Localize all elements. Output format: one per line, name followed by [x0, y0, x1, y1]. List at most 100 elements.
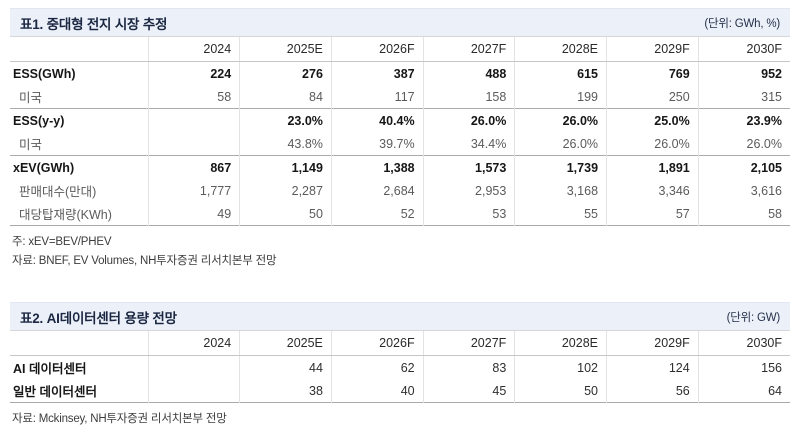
- row-label: AI 데이터센터: [13, 362, 87, 376]
- value-cell: 58: [697, 202, 790, 226]
- table-row: 판매대수(만대) 1,777 2,287 2,684 2,953 3,168 3,346 3,…: [10, 179, 790, 202]
- value-cell: 102: [514, 355, 607, 379]
- value-cell: 315: [697, 85, 790, 109]
- year-column-header: 2025E: [239, 36, 332, 62]
- value-cell: 2,953: [422, 179, 515, 202]
- row-label: xEV(GWh): [10, 155, 148, 179]
- value-cell: 62: [330, 355, 424, 379]
- value-cell: 158: [422, 85, 515, 109]
- row-label: 일반 데이터센터: [13, 385, 97, 399]
- value-cell: 2,287: [239, 179, 332, 202]
- table-row: xEV(GWh) 867 1,149 1,388 1,573 1,739 1,891 2,10…: [10, 155, 790, 179]
- value-cell: 64: [697, 379, 790, 403]
- value-cell: 867: [147, 155, 240, 179]
- table1-block: 표1. 중대형 전지 시장 추정 (단위: GWh, %) 2024 2025E 2…: [10, 8, 790, 271]
- table1-title-bar: 표1. 중대형 전지 시장 추정 (단위: GWh, %): [10, 8, 790, 36]
- value-cell: 1,739: [514, 155, 607, 179]
- value-cell: 615: [514, 61, 607, 85]
- table1-note: 주: xEV=BEV/PHEV: [12, 236, 112, 248]
- value-cell: 1,777: [147, 179, 240, 202]
- table1: 2024 2025E 2026F 2027F 2028E 2029F 2030F ESS(GW…: [10, 36, 790, 226]
- year-column-header: 2029F: [606, 330, 699, 356]
- value-cell: [147, 355, 240, 379]
- value-cell: 1,149: [239, 155, 332, 179]
- table-row: AI 데이터센터 44 62 83 102 124 156: [10, 355, 790, 379]
- year-column-header: 2024: [147, 330, 240, 356]
- table2-source: 자료: Mckinsey, NH투자증권 리서치본부 전망: [12, 413, 227, 425]
- year-column-header: 2028E: [514, 330, 607, 356]
- value-cell: 3,168: [514, 179, 607, 202]
- table1-notes: 주: xEV=BEV/PHEV 자료: BNEF, EV Volumes, NH…: [10, 233, 790, 271]
- row-label-header: [10, 36, 148, 62]
- table1-source: 자료: BNEF, EV Volumes, NH투자증권 리서치본부 전망: [12, 255, 277, 267]
- value-cell: 25.0%: [606, 108, 699, 132]
- table2-title: 표2. AI데이터센터 용량 전망: [20, 310, 177, 326]
- value-cell: 26.0%: [606, 132, 699, 156]
- value-cell: 387: [330, 61, 424, 85]
- value-cell: 1,573: [422, 155, 515, 179]
- table-row: 일반 데이터센터 38 40 45 50 56 64: [10, 379, 790, 403]
- value-cell: 952: [697, 61, 790, 85]
- table1-unit-label: (단위: GWh, %): [704, 17, 780, 30]
- row-label: 미국: [19, 91, 43, 105]
- value-cell: [147, 132, 240, 156]
- value-cell: 44: [239, 355, 332, 379]
- value-cell: 26.0%: [514, 132, 607, 156]
- row-label: 대당탑재량(KWh): [19, 208, 112, 222]
- year-header-row: 2024 2025E 2026F 2027F 2028E 2029F 2030F: [10, 330, 790, 356]
- year-column-header: 2026F: [330, 36, 424, 62]
- value-cell: 34.4%: [422, 132, 515, 156]
- year-column-header: 2028E: [514, 36, 607, 62]
- year-column-header: 2027F: [422, 36, 515, 62]
- value-cell: 1,891: [606, 155, 699, 179]
- table2-title-bar: 표2. AI데이터센터 용량 전망 (단위: GW): [10, 302, 790, 330]
- table2-block: 표2. AI데이터센터 용량 전망 (단위: GW) 2024 2025E 2026…: [10, 302, 790, 429]
- value-cell: 3,346: [606, 179, 699, 202]
- value-cell: 199: [514, 85, 607, 109]
- value-cell: 26.0%: [514, 108, 607, 132]
- value-cell: 56: [606, 379, 699, 403]
- value-cell: 250: [606, 85, 699, 109]
- year-column-header: 2026F: [330, 330, 424, 356]
- value-cell: 58: [147, 85, 240, 109]
- value-cell: 53: [422, 202, 515, 226]
- table-row: ESS(y-y) 23.0% 40.4% 26.0% 26.0% 25.0% 23.9%: [10, 108, 790, 132]
- value-cell: 117: [330, 85, 424, 109]
- year-column-header: 2030F: [697, 36, 790, 62]
- value-cell: 1,388: [330, 155, 424, 179]
- value-cell: 83: [422, 355, 515, 379]
- value-cell: 2,105: [697, 155, 790, 179]
- row-label: ESS(y-y): [10, 108, 148, 132]
- value-cell: 124: [606, 355, 699, 379]
- row-label: 미국: [19, 138, 43, 152]
- value-cell: 39.7%: [330, 132, 424, 156]
- year-column-header: 2029F: [606, 36, 699, 62]
- year-column-header: 2030F: [697, 330, 790, 356]
- row-label-header: [10, 330, 148, 356]
- value-cell: 3,616: [697, 179, 790, 202]
- value-cell: 50: [239, 202, 332, 226]
- table2: 2024 2025E 2026F 2027F 2028E 2029F 2030F AI 데이터…: [10, 330, 790, 403]
- value-cell: 26.0%: [422, 108, 515, 132]
- value-cell: 52: [330, 202, 424, 226]
- value-cell: 23.0%: [239, 108, 332, 132]
- table-row: 미국 43.8% 39.7% 34.4% 26.0% 26.0% 26.0%: [10, 132, 790, 156]
- value-cell: 40: [330, 379, 424, 403]
- year-column-header: 2027F: [422, 330, 515, 356]
- table1-title: 표1. 중대형 전지 시장 추정: [20, 16, 168, 32]
- table-row: 대당탑재량(KWh) 49 50 52 53 55 57 58: [10, 202, 790, 226]
- value-cell: 2,684: [330, 179, 424, 202]
- value-cell: 57: [606, 202, 699, 226]
- year-column-header: 2024: [147, 36, 240, 62]
- row-label: ESS(GWh): [13, 66, 76, 81]
- value-cell: 50: [514, 379, 607, 403]
- value-cell: 49: [147, 202, 240, 226]
- row-label: 판매대수(만대): [19, 185, 97, 199]
- value-cell: 38: [239, 379, 332, 403]
- year-column-header: 2025E: [239, 330, 332, 356]
- value-cell: 45: [422, 379, 515, 403]
- value-cell: [147, 379, 240, 403]
- value-cell: [147, 108, 240, 132]
- value-cell: 276: [239, 61, 332, 85]
